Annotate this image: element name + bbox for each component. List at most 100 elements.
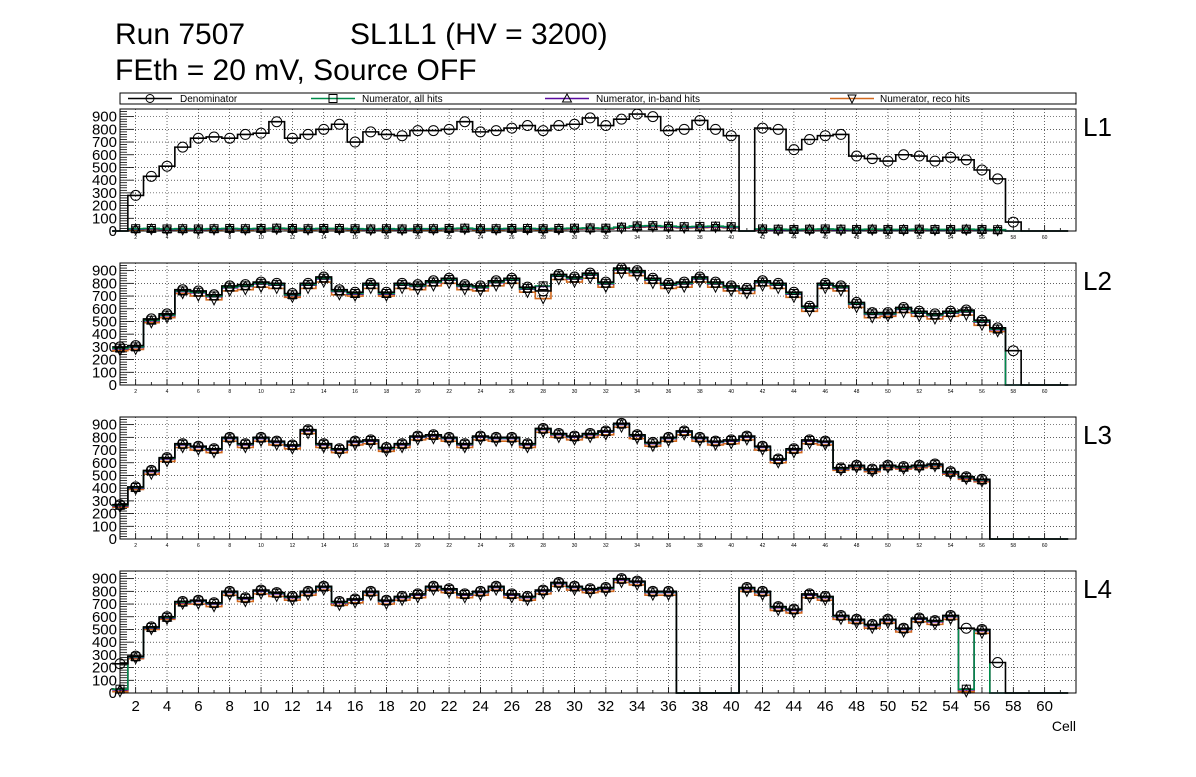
x-tick-label: 12 xyxy=(290,389,296,395)
x-tick-label: 34 xyxy=(634,389,640,395)
marker-denominator xyxy=(506,122,518,134)
marker-reco xyxy=(710,283,721,294)
x-tick-label: 60 xyxy=(1042,543,1048,549)
marker-denominator xyxy=(271,116,283,128)
marker-reco xyxy=(224,225,235,236)
panel-frame-bg xyxy=(120,109,1076,231)
marker-denominator xyxy=(396,590,408,602)
series-line-denominator xyxy=(112,422,1069,540)
y-tick-label: 300 xyxy=(92,493,117,510)
marker-all-hits xyxy=(428,224,438,234)
marker-denominator xyxy=(333,596,345,607)
marker-denominator xyxy=(945,151,957,163)
y-tick-label: 0 xyxy=(109,531,117,548)
marker-denominator xyxy=(804,434,816,446)
x-tick-label: 10 xyxy=(258,389,264,395)
x-tick-label: 16 xyxy=(352,389,358,395)
x-tick-label: 4 xyxy=(166,235,169,241)
x-tick-label: 50 xyxy=(885,543,891,549)
y-tick-label: 300 xyxy=(92,647,117,664)
marker-denominator xyxy=(600,120,612,132)
marker-denominator xyxy=(490,431,502,443)
marker-denominator xyxy=(224,585,236,597)
marker-reco xyxy=(318,278,329,289)
marker-denominator xyxy=(976,164,988,176)
marker-denominator xyxy=(976,623,988,635)
marker-all-hits xyxy=(522,223,532,233)
marker-reco xyxy=(648,279,658,290)
marker-all-hits xyxy=(930,224,940,234)
marker-denominator xyxy=(333,118,345,130)
x-tick-label: 6 xyxy=(197,235,200,241)
x-tick-label: 50 xyxy=(885,389,891,395)
marker-denominator xyxy=(647,272,659,284)
marker-in-band xyxy=(898,223,909,234)
x-tick-label: 16 xyxy=(347,698,364,715)
marker-all-hits xyxy=(664,221,674,231)
marker-all-hits xyxy=(914,224,924,234)
marker-denominator xyxy=(1007,216,1019,228)
x-tick-label: 14 xyxy=(321,389,327,395)
marker-all-hits xyxy=(350,224,360,234)
x-tick-label: 22 xyxy=(446,389,452,395)
marker-reco xyxy=(146,225,157,236)
marker-denominator xyxy=(553,268,565,280)
marker-denominator xyxy=(224,132,236,144)
x-tick-label: 36 xyxy=(666,543,672,549)
marker-denominator xyxy=(130,481,142,493)
marker-denominator xyxy=(318,580,330,592)
x-tick-label: 42 xyxy=(760,543,766,549)
x-tick-label: 48 xyxy=(854,389,860,395)
marker-denominator xyxy=(976,473,988,485)
x-tick-label: 60 xyxy=(1042,235,1048,241)
panel-label: L4 xyxy=(1083,574,1112,604)
marker-denominator xyxy=(380,594,392,606)
marker-denominator xyxy=(772,277,784,289)
marker-reco xyxy=(726,224,737,235)
marker-all-hits xyxy=(460,223,470,233)
marker-denominator xyxy=(819,590,831,602)
marker-denominator xyxy=(208,443,220,455)
marker-denominator xyxy=(161,452,173,464)
marker-all-hits xyxy=(773,224,783,234)
marker-denominator xyxy=(349,136,361,148)
marker-reco xyxy=(318,225,329,236)
x-tick-label: 32 xyxy=(597,698,614,715)
marker-denominator xyxy=(568,118,580,130)
y-tick-label: 0 xyxy=(109,685,117,702)
marker-reco xyxy=(162,615,172,626)
marker-denominator xyxy=(960,304,972,316)
marker-all-hits xyxy=(993,225,1003,235)
marker-reco xyxy=(444,279,454,290)
marker-denominator xyxy=(584,267,596,279)
marker-denominator xyxy=(600,582,612,594)
marker-denominator xyxy=(616,417,628,429)
x-tick-label: 40 xyxy=(723,698,740,715)
marker-denominator xyxy=(866,307,878,319)
x-tick-label: 38 xyxy=(692,698,709,715)
x-tick-label: 32 xyxy=(603,389,609,395)
y-tick-label: 800 xyxy=(92,429,117,446)
marker-denominator xyxy=(663,125,675,137)
y-tick-label: 300 xyxy=(92,185,117,202)
marker-denominator xyxy=(506,588,518,600)
x-tick-label: 32 xyxy=(603,235,609,241)
x-tick-label: 10 xyxy=(258,543,264,549)
marker-denominator xyxy=(929,458,941,470)
panel-frame xyxy=(119,108,1077,232)
legend-entry-all-hits: Numerator, all hits xyxy=(311,94,443,105)
marker-all-hits xyxy=(381,224,391,234)
legend-label-all-hits: Numerator, all hits xyxy=(362,94,443,105)
marker-reco xyxy=(506,279,517,290)
marker-all-hits xyxy=(334,223,344,233)
marker-denominator xyxy=(286,439,298,451)
marker-reco xyxy=(726,287,737,298)
marker-denominator xyxy=(349,435,361,447)
marker-denominator xyxy=(271,587,283,599)
marker-reco xyxy=(522,288,533,299)
x-tick-label: 60 xyxy=(1042,389,1048,395)
marker-denominator xyxy=(945,305,957,317)
marker-denominator xyxy=(474,280,486,292)
marker-reco xyxy=(616,224,627,235)
y-tick-label: 200 xyxy=(92,198,117,215)
